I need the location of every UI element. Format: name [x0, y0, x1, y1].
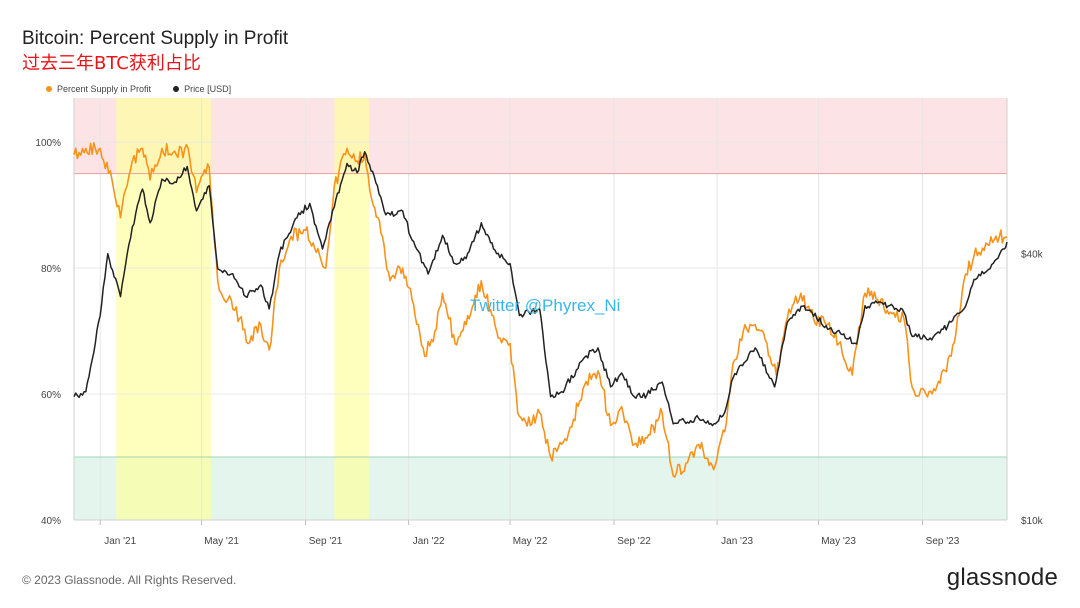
x-tick-label: May '21: [204, 536, 239, 547]
x-tick-label: May '22: [513, 536, 548, 547]
legend-label-supply: Percent Supply in Profit: [57, 84, 152, 94]
legend-label-price: Price [USD]: [184, 84, 232, 94]
legend-item-supply[interactable]: Percent Supply in Profit: [46, 84, 151, 94]
watermark-text: Twitter @Phyrex_Ni: [470, 296, 620, 315]
y-left-tick-label: 60%: [41, 390, 61, 401]
brand-logo[interactable]: glassnode: [946, 564, 1058, 591]
legend-swatch-supply: [46, 86, 52, 92]
x-tick-label: Sep '23: [926, 536, 960, 547]
highlight-range-0: [116, 98, 211, 520]
x-tick-label: Jan '21: [104, 536, 136, 547]
y-left-tick-label: 40%: [41, 516, 61, 527]
legend: Percent Supply in Profit Price [USD]: [46, 84, 231, 94]
chart-subtitle: 过去三年BTC获利占比: [22, 53, 201, 74]
legend-swatch-price: [173, 86, 180, 92]
x-tick-label: Sep '22: [617, 536, 651, 547]
series-line-supply-in-profit: [73, 142, 1008, 478]
x-tick-label: May '23: [821, 536, 856, 547]
y-left-tick-label: 80%: [41, 264, 61, 275]
y-right-tick-label: $10k: [1021, 516, 1044, 527]
band-profit_low_zone: [74, 457, 1007, 520]
x-tick-label: Jan '22: [413, 536, 445, 547]
x-tick-label: Jan '23: [721, 536, 753, 547]
legend-item-price[interactable]: Price [USD]: [173, 84, 231, 94]
band-profit_high_zone: [74, 98, 1007, 174]
series-line-price: [73, 151, 1008, 427]
copyright-text: © 2023 Glassnode. All Rights Reserved.: [22, 573, 237, 587]
x-tick-label: Sep '21: [309, 536, 343, 547]
y-left-tick-label: 100%: [35, 138, 61, 149]
chart-title: Bitcoin: Percent Supply in Profit: [22, 28, 289, 49]
y-right-tick-label: $40k: [1021, 250, 1044, 261]
